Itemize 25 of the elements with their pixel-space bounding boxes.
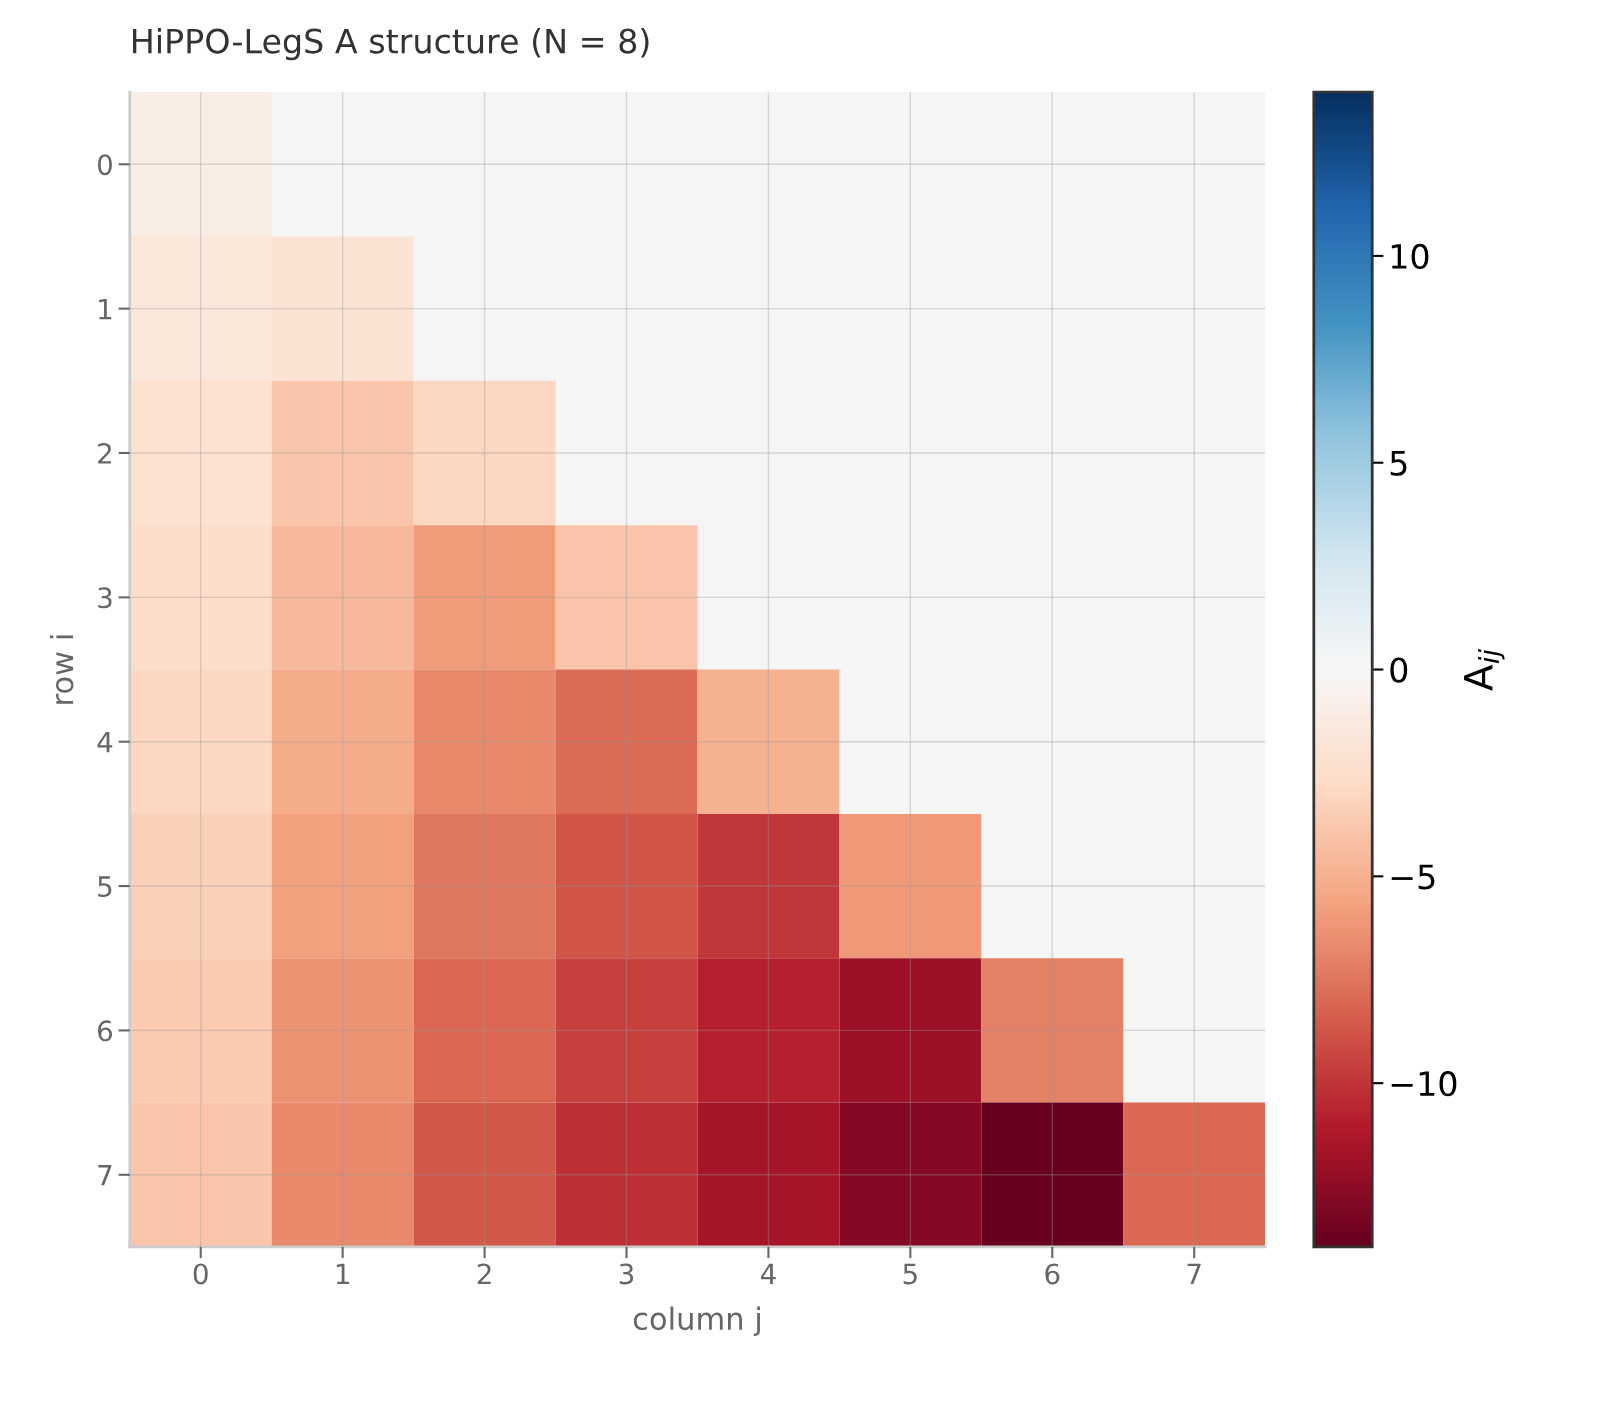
x-axis-title: column j [633, 1306, 760, 1337]
y-tick-label: 0 [97, 154, 112, 176]
x-tick-label: 2 [477, 1263, 491, 1285]
x-tick-label: 0 [193, 1263, 208, 1285]
y-tick-label: 6 [98, 1020, 113, 1042]
y-axis-title: row i [49, 635, 74, 704]
x-tick-label: 7 [1187, 1263, 1201, 1285]
x-tick-label: 3 [619, 1263, 634, 1285]
x-tick-label: 5 [903, 1263, 917, 1285]
y-tick-label: 1 [99, 298, 112, 320]
color-bar-label: 10 [1391, 243, 1429, 270]
y-tick-label: 7 [98, 1165, 112, 1186]
color-bar-label: −5 [1391, 864, 1435, 890]
color-bar-label: 0 [1390, 657, 1408, 683]
y-tick-label: 2 [98, 442, 112, 464]
x-tick-label: 1 [336, 1263, 349, 1285]
y-tick-label: 4 [97, 732, 113, 753]
color-bar-title: A$_{ij}$ [1464, 649, 1505, 691]
color-bar-label: −10 [1391, 1071, 1457, 1097]
x-tick-label: 6 [1045, 1263, 1060, 1285]
color-bar-label: 5 [1390, 451, 1407, 476]
y-tick-label: 5 [98, 876, 112, 898]
x-tick-label: 4 [760, 1263, 776, 1285]
y-tick-label: 3 [98, 587, 112, 609]
chart-title: HiPPO-LegS A structure (N = 8) [133, 27, 649, 61]
